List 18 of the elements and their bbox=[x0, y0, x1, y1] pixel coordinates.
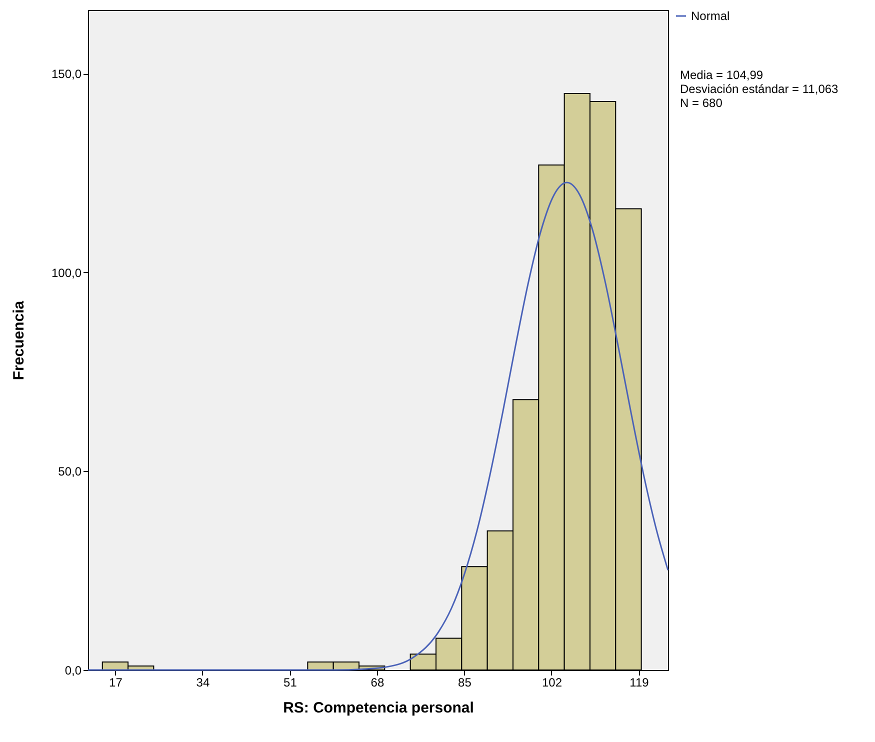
y-axis-title: Frecuencia bbox=[10, 300, 28, 380]
x-tick-label: 119 bbox=[630, 676, 650, 690]
text: Desviación estándar = 11,063 bbox=[680, 82, 839, 96]
x-tick-label: 68 bbox=[370, 676, 384, 690]
line-series bbox=[87, 182, 669, 671]
y-tick-label: 150,0 bbox=[51, 67, 82, 82]
x-tick-label: 17 bbox=[109, 676, 123, 690]
legend-label: Normal bbox=[691, 9, 730, 23]
y-tick-label: 100,0 bbox=[51, 266, 82, 280]
x-axis-title: RS: Competencia personal bbox=[283, 700, 474, 716]
text: N = 680 bbox=[680, 96, 723, 110]
y-tick-label: 0,0 bbox=[64, 664, 82, 678]
x-tick-label: 85 bbox=[458, 676, 472, 690]
x-tick-label: 51 bbox=[284, 676, 298, 690]
x-tick-label: 102 bbox=[542, 676, 562, 690]
x-tick-label: 34 bbox=[196, 676, 210, 690]
y-tick-label: 50,0 bbox=[58, 464, 82, 479]
text: Media = 104,99 bbox=[680, 68, 764, 82]
